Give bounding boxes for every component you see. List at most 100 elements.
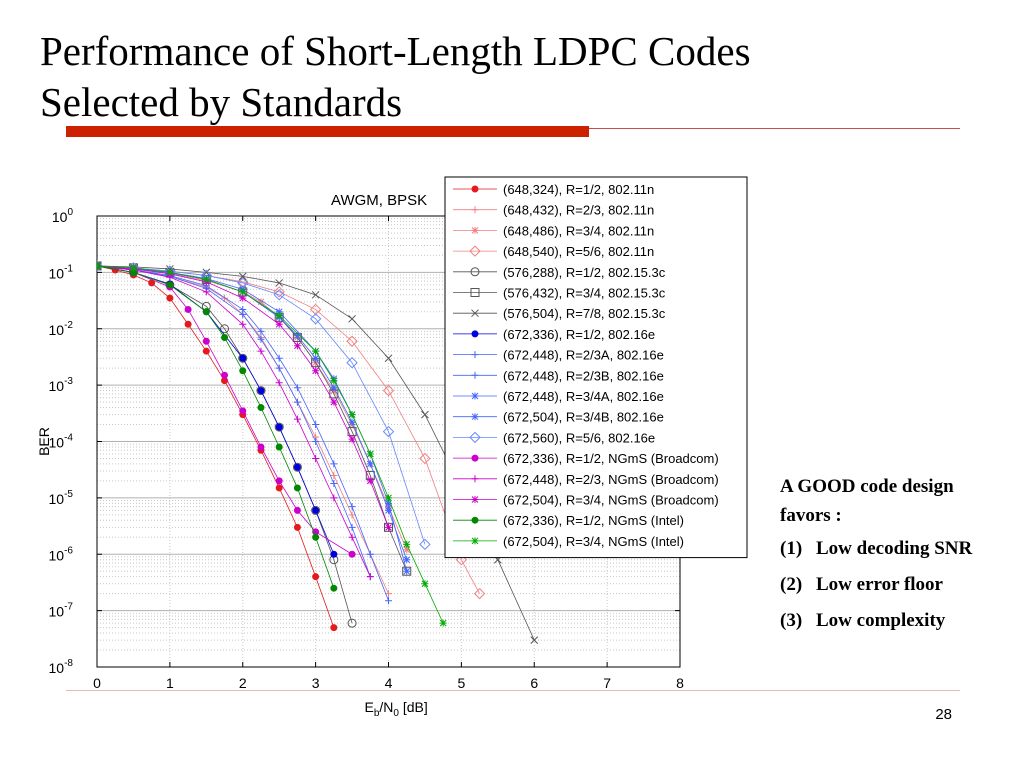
legend-marker (471, 206, 479, 214)
data-point (256, 386, 266, 396)
data-point (312, 506, 320, 514)
data-point (239, 305, 247, 313)
legend-marker (471, 309, 479, 318)
data-point (330, 384, 338, 392)
data-point (330, 624, 338, 632)
x-tick-label: 8 (676, 675, 684, 691)
side-note-item: (2) Low error floor (780, 572, 1000, 598)
data-point (221, 371, 229, 379)
side-note-item-number: (1) (780, 538, 803, 559)
legend-label: (576,504), R=7/8, 802.15.3c (503, 306, 666, 321)
data-point (312, 454, 320, 462)
data-point (275, 320, 283, 328)
data-point (330, 494, 338, 502)
data-point (346, 356, 358, 369)
data-point (221, 294, 229, 302)
y-tick-label: 10-4 (49, 433, 74, 451)
data-point (274, 422, 284, 432)
data-point (347, 618, 357, 628)
legend-label: (672,504), R=3/4B, 802.16e (503, 410, 664, 425)
legend-label: (576,432), R=3/4, 802.15.3c (503, 286, 666, 301)
legend-label: (672,336), R=1/2, NGmS (Intel) (503, 513, 684, 528)
data-point (273, 286, 285, 298)
series-group (97, 260, 431, 551)
data-point (403, 540, 411, 548)
data-point (403, 546, 411, 554)
data-point (402, 566, 412, 576)
series-group (97, 262, 392, 531)
y-tick-label: 10-2 (49, 320, 74, 338)
data-point (273, 289, 285, 301)
legend-marker (470, 267, 480, 277)
data-point (330, 479, 338, 487)
data-point (220, 324, 230, 334)
series-line (97, 265, 389, 528)
data-point (275, 308, 283, 316)
legend-label: (672,336), R=1/2, 802.16e (503, 327, 655, 342)
y-tick-label: 10-6 (49, 545, 74, 563)
legend-label: (672,336), R=1/2, NGmS (Broadcom) (503, 451, 719, 466)
legend-marker (471, 413, 479, 421)
data-point (257, 347, 265, 355)
data-point (382, 384, 395, 397)
data-point (239, 320, 247, 328)
data-point (385, 523, 392, 531)
side-note: A GOOD code design favors : (1) Low deco… (780, 472, 1000, 644)
data-point (184, 320, 192, 328)
data-point (309, 313, 322, 325)
data-point (257, 298, 265, 306)
data-point (530, 636, 539, 644)
legend-marker (470, 288, 480, 297)
side-note-item-number: (3) (780, 610, 803, 631)
series-group (97, 262, 447, 627)
data-point (129, 264, 137, 272)
data-point (330, 460, 338, 468)
data-point (312, 354, 320, 362)
legend-label: (648,540), R=5/6, 802.11n (503, 244, 654, 259)
legend-marker (471, 330, 479, 338)
data-point (202, 308, 210, 316)
x-tick-label: 6 (530, 675, 538, 691)
series-group (97, 262, 338, 592)
legend-marker (471, 185, 479, 193)
data-point (202, 275, 210, 283)
legend-label: (576,288), R=1/2, 802.15.3c (503, 265, 666, 280)
series-line (97, 265, 353, 555)
data-point (366, 450, 374, 458)
legend-marker (471, 475, 479, 483)
data-point (330, 377, 338, 385)
data-point (293, 484, 301, 492)
legend-marker (471, 392, 479, 400)
data-point (275, 477, 283, 485)
data-point (202, 288, 210, 296)
data-point (421, 580, 429, 588)
data-point (275, 379, 283, 387)
data-point (311, 290, 320, 299)
data-point (312, 573, 320, 581)
data-point (275, 279, 284, 287)
legend-label: (672,448), R=2/3B, 802.16e (503, 368, 664, 383)
data-point (239, 288, 247, 296)
legend-label: (648,432), R=2/3, 802.11n (503, 203, 654, 218)
legend-label: (648,324), R=1/2, 802.11n (503, 182, 654, 197)
data-point (312, 347, 320, 355)
data-point (239, 407, 247, 415)
data-point (366, 460, 374, 468)
page-number: 28 (935, 706, 952, 723)
legend-label: (672,504), R=3/4, NGmS (Intel) (503, 534, 684, 549)
legend-marker (471, 351, 479, 359)
series-line (97, 265, 444, 624)
data-point (385, 499, 392, 507)
data-point (385, 494, 392, 502)
data-point (348, 418, 356, 426)
legend-marker (469, 431, 481, 444)
x-tick-label: 5 (457, 675, 465, 691)
data-point (419, 538, 431, 551)
data-point (439, 619, 447, 627)
data-point (348, 411, 356, 419)
data-point (385, 597, 392, 605)
data-point (202, 337, 210, 345)
series-group (97, 262, 338, 632)
data-point (275, 364, 283, 372)
